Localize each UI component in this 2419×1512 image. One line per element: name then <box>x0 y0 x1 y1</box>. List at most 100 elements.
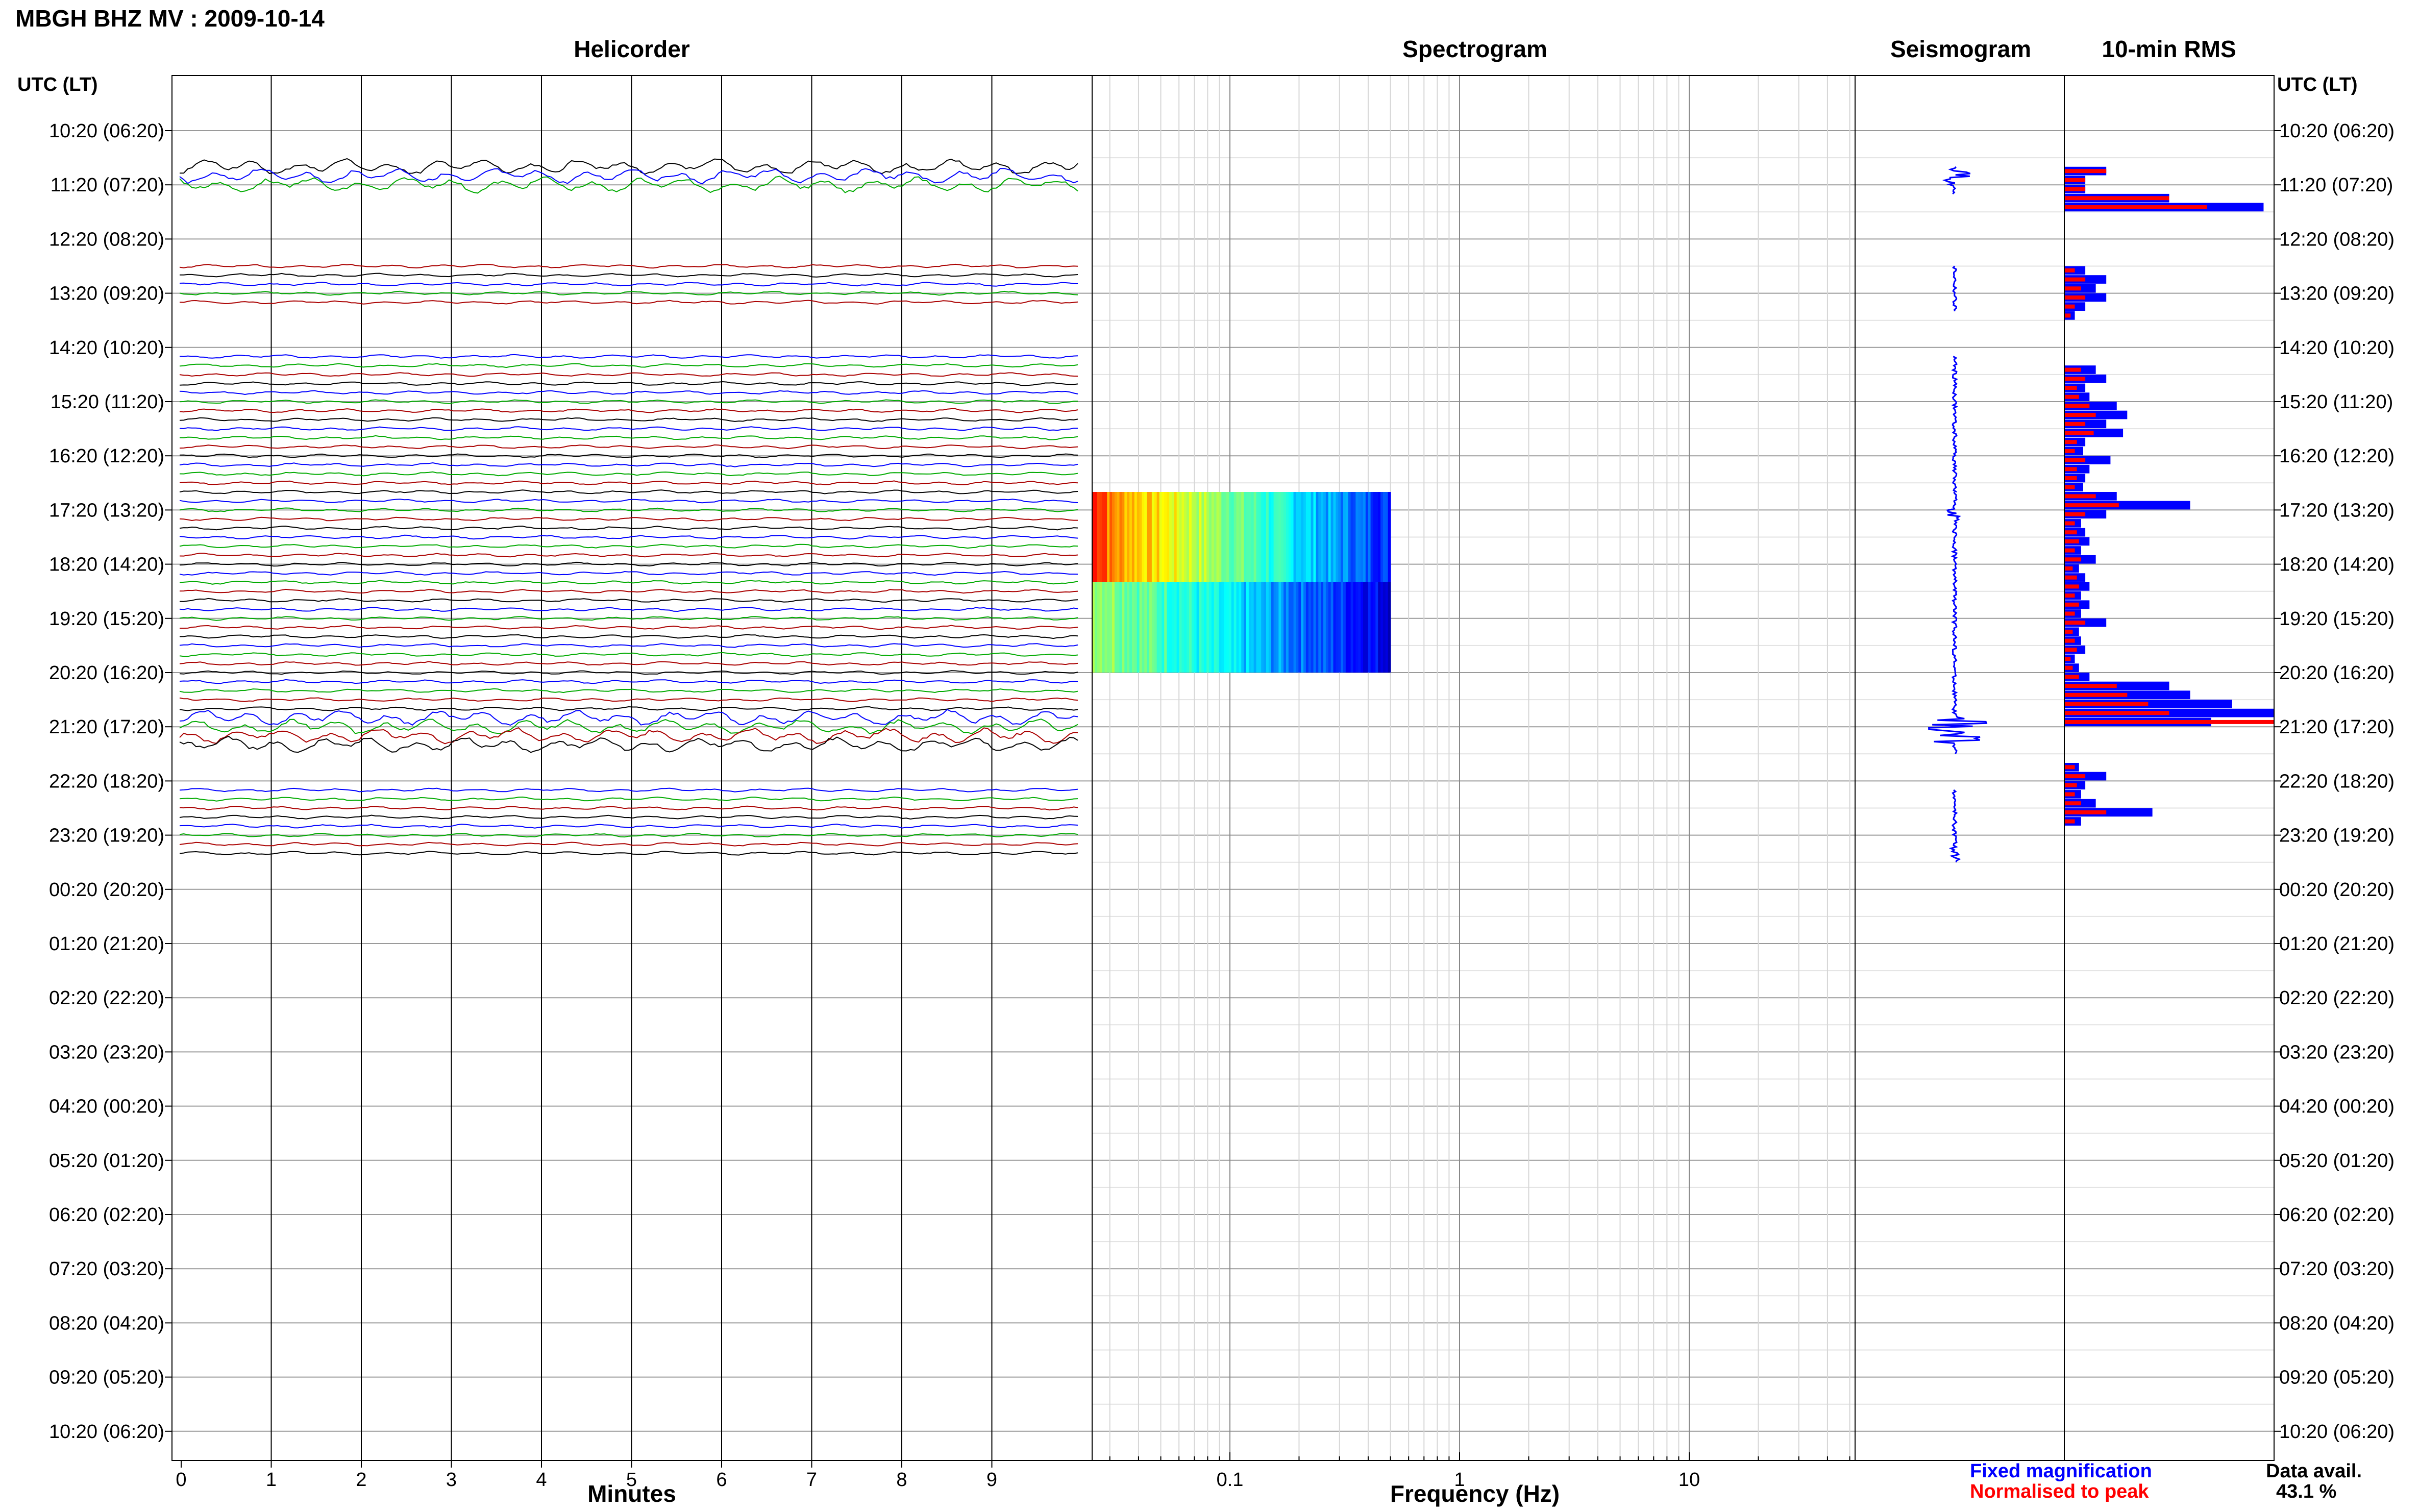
rms-bar-normalised <box>2064 169 2107 173</box>
rms-bar-fixed <box>2064 808 2153 817</box>
spectrogram-cell <box>1156 492 1160 582</box>
spectrogram-cell <box>1154 582 1157 673</box>
time-tick-label-left: 15:20 (11:20) <box>51 391 164 413</box>
helicorder-trace <box>179 168 1078 185</box>
time-tick-label-right: 09:20 (05:20) <box>2279 1367 2395 1389</box>
helicorder-trace <box>180 625 1078 630</box>
rms-bar-normalised <box>2064 458 2086 462</box>
helicorder-trace <box>179 399 1078 404</box>
spectrogram-cell <box>1231 492 1235 582</box>
spectrogram-cell <box>1099 492 1103 582</box>
spectrogram-cell <box>1228 492 1232 582</box>
spectrogram-cell <box>1124 492 1128 582</box>
spectrogram-cell <box>1308 582 1312 673</box>
time-tick-label-right: 08:20 (04:20) <box>2279 1312 2395 1334</box>
helicorder-trace <box>179 263 1078 269</box>
rms-bar-normalised <box>2064 187 2086 191</box>
rms-bar-normalised <box>2064 295 2086 300</box>
spectrogram-cell <box>1378 492 1381 582</box>
spectrogram-cell <box>1181 492 1185 582</box>
spectrogram-cell <box>1271 582 1274 673</box>
rms-bar-normalised <box>2064 449 2075 453</box>
spectrogram-title: Spectrogram <box>1402 36 1547 62</box>
spectrogram-cell <box>1273 582 1277 673</box>
spectrogram-cell <box>1278 582 1282 673</box>
rms-bar-normalised <box>2064 386 2077 390</box>
spectrogram-cell <box>1375 492 1379 582</box>
time-tick-label-left: 23:20 (19:20) <box>49 825 164 847</box>
spectrogram-cell <box>1239 582 1242 673</box>
spectrogram-cell <box>1258 582 1262 673</box>
spectrogram-cell <box>1325 582 1329 673</box>
spectrogram-cell <box>1233 582 1237 673</box>
spectrogram-cell <box>1208 492 1212 582</box>
spectrogram-cell <box>1219 582 1222 673</box>
rms-bar-normalised <box>2064 665 2073 670</box>
helicorder-title: Helicorder <box>574 36 690 62</box>
rms-bar-normalised <box>2064 648 2077 652</box>
helicorder-trace <box>179 727 1078 745</box>
spectrogram-cell <box>1313 582 1317 673</box>
rms-bar-normalised <box>2064 765 2075 770</box>
spectrogram-cell <box>1139 582 1143 673</box>
spectrogram-cell <box>1233 492 1237 582</box>
rms-bar-normalised <box>2064 286 2081 291</box>
spectrogram-cell <box>1321 492 1324 582</box>
time-tick-label-right: 18:20 (14:20) <box>2279 554 2395 576</box>
spectrogram-cell <box>1251 582 1254 673</box>
helicorder-trace <box>179 814 1078 820</box>
spectrogram-cell <box>1174 582 1177 673</box>
time-tick-label-left: 20:20 (16:20) <box>49 662 164 684</box>
rms-panel <box>2064 75 2275 1461</box>
helicorder-trace <box>179 661 1078 666</box>
spectrogram-cell <box>1368 492 1371 582</box>
spectrogram-cell <box>1112 582 1115 673</box>
rms-bar-normalised <box>2064 196 2169 201</box>
helicorder-trace <box>179 408 1078 413</box>
time-tick-label-left: 07:20 (03:20) <box>49 1258 164 1280</box>
spectrogram-cell <box>1258 492 1262 582</box>
time-tick-label-left: 03:20 (23:20) <box>49 1042 164 1063</box>
spectrogram-cell <box>1288 492 1292 582</box>
spectrogram-cell <box>1388 582 1391 673</box>
time-tick-label-left: 17:20 (13:20) <box>49 500 164 521</box>
rms-bar-fixed <box>2064 402 2117 410</box>
rms-bar-fixed <box>2064 456 2111 464</box>
rms-bar-normalised <box>2064 422 2086 426</box>
spectrogram-cell <box>1214 582 1217 673</box>
spectrogram-cell <box>1378 582 1381 673</box>
helicorder-trace <box>179 471 1078 477</box>
spectrogram-cell <box>1187 492 1190 582</box>
spectrogram-cell <box>1216 492 1220 582</box>
time-tick-label-left: 08:20 (04:20) <box>49 1312 164 1334</box>
spectrogram-cell <box>1137 582 1140 673</box>
spectrogram-cell <box>1291 492 1294 582</box>
seismogram-panel <box>1855 75 2065 1461</box>
spectrogram-cell <box>1134 582 1138 673</box>
helicorder-trace <box>179 381 1078 386</box>
spectrogram-cell <box>1129 582 1132 673</box>
rms-bar-normalised <box>2064 575 2077 580</box>
rms-bar-normalised <box>2064 621 2086 625</box>
rms-title: 10-min RMS <box>2102 36 2236 62</box>
spectrogram-cell <box>1099 582 1103 673</box>
time-tick-label-right: 14:20 (10:20) <box>2279 337 2395 359</box>
helicorder-trace <box>179 607 1078 612</box>
spectrogram-cell <box>1336 582 1339 673</box>
spectrogram-cell <box>1216 582 1220 673</box>
spectrogram-cell <box>1368 582 1371 673</box>
rms-bar-normalised <box>2064 394 2079 399</box>
spectrogram-cell <box>1325 492 1329 582</box>
spectrogram-cell <box>1321 582 1324 673</box>
time-tick-label-left: 09:20 (05:20) <box>49 1367 164 1389</box>
time-tick-label-right: 17:20 (13:20) <box>2279 500 2395 521</box>
time-tick-label-right: 13:20 (09:20) <box>2279 283 2395 305</box>
spectrogram-cell <box>1164 582 1168 673</box>
spectrogram-cell <box>1236 492 1240 582</box>
helicorder-trace <box>179 462 1078 467</box>
spectrogram-cell <box>1092 582 1095 673</box>
spectrogram-cell <box>1358 582 1362 673</box>
spectrogram-cell <box>1264 582 1267 673</box>
spectrogram-cell <box>1375 582 1379 673</box>
minute-tick-label: 2 <box>356 1469 366 1491</box>
